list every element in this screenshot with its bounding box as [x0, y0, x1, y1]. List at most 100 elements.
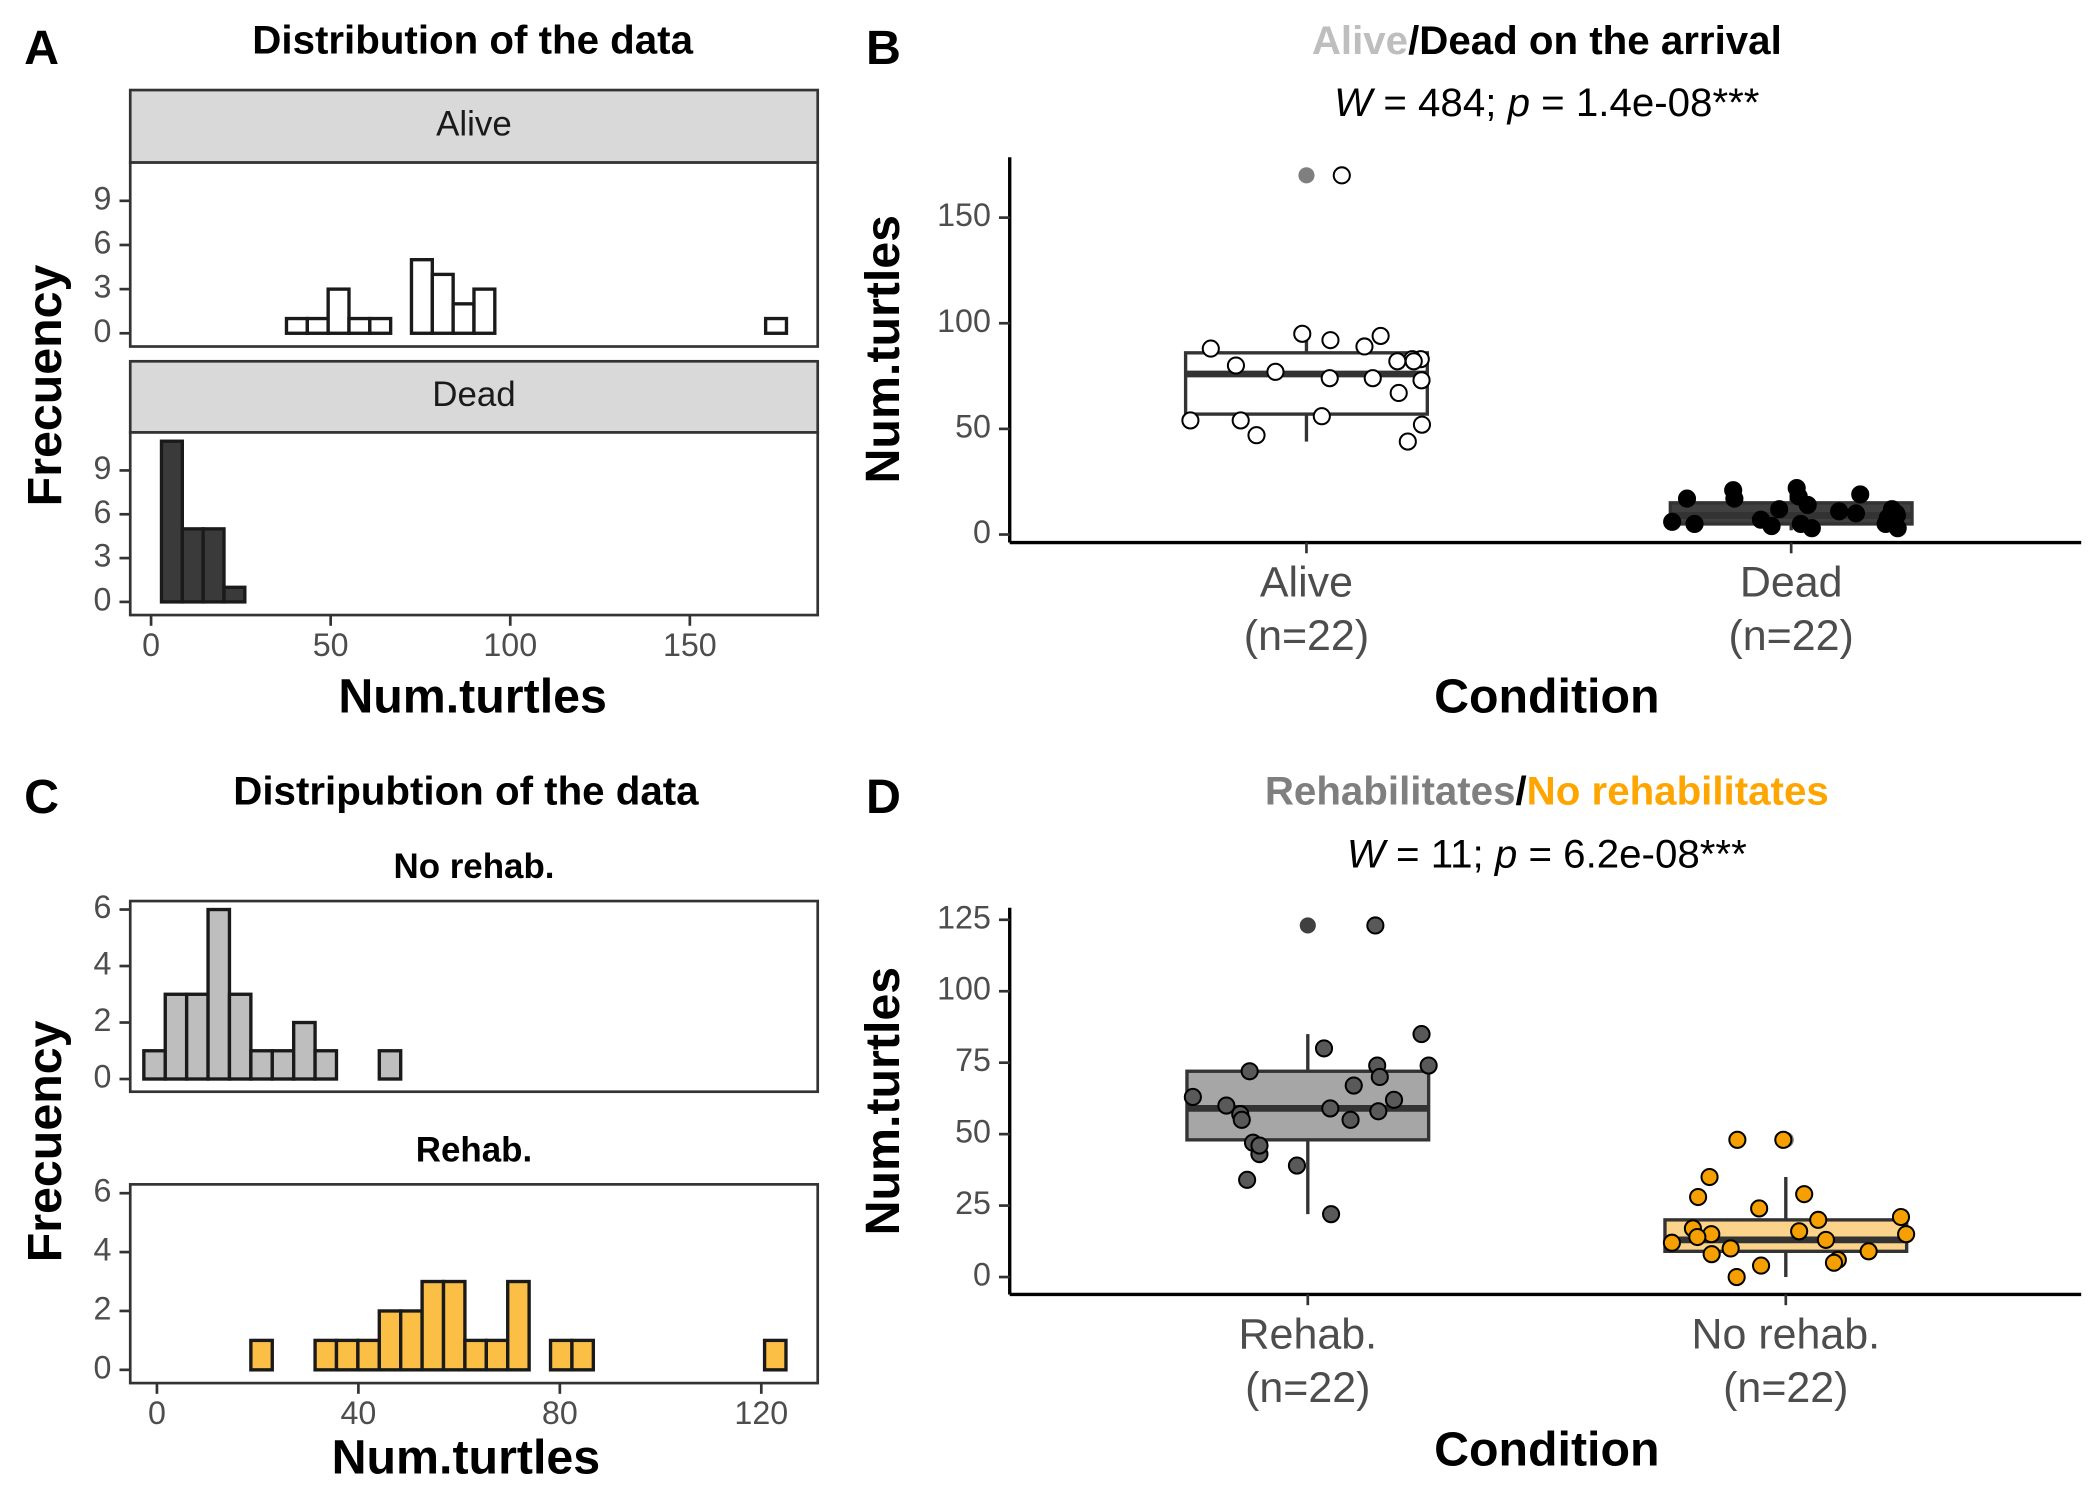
histogram-bar [305, 316, 330, 335]
y-tick-label: 6 [94, 224, 112, 260]
histogram-bar [420, 1279, 446, 1372]
histogram-bar [313, 1338, 339, 1372]
data-point [1685, 514, 1704, 534]
data-point [1830, 502, 1849, 521]
chart-title: Rehabilitates/No rehabilitates [1265, 768, 1829, 813]
x-tick-label: No rehab. (n=22) [1691, 1311, 1880, 1413]
data-point [1412, 1025, 1431, 1044]
x-tick-label: 120 [734, 1395, 788, 1431]
data-point [1750, 1199, 1769, 1218]
histogram-bar [441, 1279, 467, 1372]
data-point [1770, 500, 1789, 519]
data-point [1798, 495, 1817, 515]
data-point [1183, 1087, 1202, 1107]
histogram-bar [451, 302, 476, 335]
x-tick-label: 150 [663, 627, 717, 663]
y-axis-title: Num.turtles [856, 967, 910, 1236]
chart-title: Distripubtion of the data [233, 768, 699, 813]
data-point [1700, 1167, 1719, 1187]
panel-letter: C [24, 770, 59, 824]
data-point [1662, 1233, 1681, 1252]
y-axis-title: Frecuency [18, 1020, 72, 1262]
data-point [1321, 1099, 1340, 1118]
data-point [1809, 1210, 1828, 1229]
histogram-bar [159, 439, 185, 604]
histogram-bar [570, 1338, 596, 1372]
y-tick-label: 50 [955, 408, 991, 444]
y-tick-label: 0 [94, 1059, 112, 1095]
title-part: p [1494, 831, 1517, 876]
y-tick-label: 6 [94, 1173, 112, 1209]
data-point [1320, 369, 1339, 388]
y-tick-label: 0 [973, 1257, 991, 1293]
title-part: p [1507, 79, 1530, 124]
data-point [1689, 1187, 1708, 1207]
data-point [1859, 1242, 1878, 1261]
title-part: Rehabilitates [1265, 768, 1516, 813]
histogram-bar [201, 527, 226, 604]
title-part: / [1515, 768, 1526, 813]
data-point [1724, 481, 1743, 500]
y-tick-label: 125 [937, 899, 991, 935]
data-point [1226, 356, 1245, 375]
data-point [1293, 324, 1312, 343]
title-part: = 11; [1385, 831, 1495, 876]
data-point [1677, 489, 1697, 508]
y-tick-label: 3 [94, 538, 112, 574]
histogram-bar [463, 1338, 488, 1372]
data-point [1795, 1185, 1814, 1204]
histogram-bar [763, 316, 789, 335]
y-tick-label: 3 [94, 269, 112, 305]
data-point [1791, 514, 1810, 534]
outlier [1299, 917, 1316, 934]
histogram-bar [206, 907, 232, 1081]
histogram-bar [356, 1338, 381, 1372]
histogram-bar [399, 1309, 424, 1372]
data-point [1816, 1230, 1835, 1249]
y-tick-label: 4 [94, 1232, 112, 1268]
chart-subtitle: W = 11; p = 6.2e-08*** [1347, 831, 1747, 876]
data-point [1404, 352, 1423, 371]
data-point [1851, 485, 1870, 504]
histogram-bar [142, 1049, 167, 1081]
data-point [1332, 166, 1351, 185]
y-axis-title: Num.turtles [856, 215, 910, 484]
data-point [1232, 1110, 1251, 1129]
x-axis-title: Condition [1434, 1423, 1659, 1477]
title-part: = 6.2e-08*** [1517, 831, 1747, 876]
facet-label: Alive [436, 105, 512, 144]
title-part: W [1334, 79, 1376, 124]
title-part: = 1.4e-08*** [1530, 79, 1760, 124]
data-point [1398, 432, 1417, 451]
data-point [1727, 1267, 1746, 1287]
histogram-bar [334, 1338, 360, 1372]
data-point [1231, 411, 1250, 430]
y-tick-label: 0 [94, 1349, 112, 1385]
data-point [1370, 1067, 1389, 1087]
data-point [1321, 331, 1340, 350]
histogram-bar [249, 1049, 274, 1081]
data-point [1728, 1130, 1747, 1149]
x-tick-label: 100 [483, 627, 537, 663]
title-part: No rehabilitates [1527, 768, 1829, 813]
data-point [1201, 339, 1220, 358]
histogram-bar [222, 585, 247, 604]
data-point [1369, 1102, 1388, 1121]
histogram-bar [249, 1338, 274, 1372]
histogram-bar [762, 1338, 788, 1372]
data-point [1314, 1039, 1334, 1058]
y-axis-title: Frecuency [18, 264, 72, 506]
data-point [1389, 383, 1408, 403]
y-tick-label: 9 [94, 180, 112, 216]
x-axis-title: Num.turtles [332, 1431, 601, 1485]
histogram-bar [368, 316, 393, 335]
facet-strip [128, 88, 820, 164]
histogram-bar [377, 1309, 403, 1372]
title-part: W [1347, 831, 1389, 876]
histogram-bar [409, 258, 434, 335]
data-point [1287, 1156, 1307, 1175]
data-point [1363, 369, 1382, 388]
data-point [1240, 1062, 1259, 1081]
y-tick-label: 25 [955, 1185, 991, 1221]
